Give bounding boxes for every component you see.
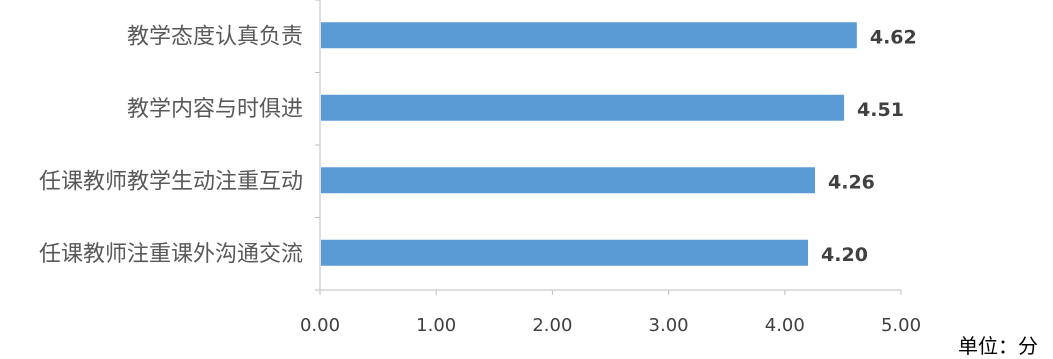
x-axis-tick-labels: 0.00 1.00 2.00 3.00 4.00 5.00	[300, 315, 921, 336]
chart-bars	[321, 22, 857, 266]
chart-axes	[315, 0, 902, 295]
category-label: 教学内容与时俱进	[127, 97, 303, 122]
x-tick-label: 5.00	[881, 315, 921, 336]
category-label: 任课教师注重课外沟通交流	[39, 242, 303, 267]
x-tick-label: 0.00	[300, 315, 340, 336]
bar	[321, 167, 816, 194]
data-label: 4.62	[870, 26, 917, 48]
x-tick-label: 1.00	[416, 315, 456, 336]
bar	[321, 94, 845, 121]
x-tick-label: 3.00	[649, 315, 689, 336]
x-tick-label: 2.00	[532, 315, 572, 336]
data-label: 4.51	[857, 99, 904, 121]
bar	[321, 239, 809, 266]
data-label: 4.20	[821, 244, 868, 266]
unit-note: 单位：分	[958, 334, 1038, 358]
category-label: 任课教师教学生动注重互动	[39, 169, 303, 194]
data-labels: 4.62 4.51 4.26 4.20	[821, 26, 917, 266]
data-label: 4.26	[828, 171, 875, 193]
x-tick-label: 4.00	[765, 315, 805, 336]
bar	[321, 22, 857, 49]
category-label: 教学态度认真负责	[127, 24, 303, 49]
